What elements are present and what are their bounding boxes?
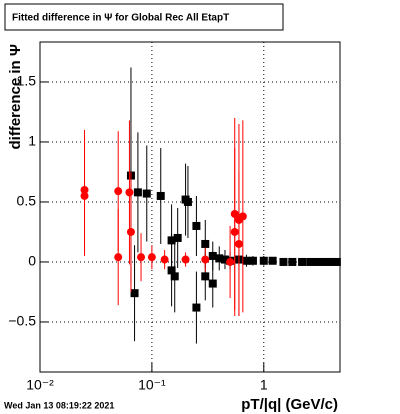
marker: [181, 255, 190, 264]
marker: [220, 255, 229, 264]
marker: [208, 279, 217, 288]
marker: [192, 303, 201, 312]
plot-frame: [39, 41, 341, 373]
marker: [126, 227, 135, 236]
x-tick-label: 10⁻²: [26, 377, 54, 393]
marker: [201, 272, 210, 281]
marker: [133, 188, 142, 197]
x-axis-label: pT/|q| (GeV/c): [241, 396, 338, 413]
marker: [125, 188, 134, 197]
marker: [173, 233, 182, 242]
y-tick-label: 0: [28, 253, 36, 269]
marker: [259, 256, 268, 265]
marker: [192, 221, 201, 230]
marker: [183, 197, 192, 206]
marker: [327, 257, 336, 266]
chart-title: Fitted difference in Ψ for Global Rec Al…: [12, 13, 229, 24]
marker: [114, 187, 123, 196]
marker: [320, 257, 329, 266]
footer: Wed Jan 13 08:19:22 2021: [4, 400, 114, 410]
x-tick-label: 10⁻¹: [138, 377, 166, 393]
marker: [142, 189, 151, 198]
marker: [201, 239, 210, 248]
marker: [332, 257, 341, 266]
marker: [248, 256, 257, 265]
marker: [80, 191, 89, 200]
title-box: [4, 3, 284, 31]
marker: [298, 257, 307, 266]
marker: [208, 251, 217, 260]
x-tick-label: 1: [260, 377, 268, 393]
y-tick-label: 1: [28, 133, 36, 149]
y-tick-label: −0.5: [8, 313, 36, 329]
marker: [279, 257, 288, 266]
marker: [130, 289, 139, 298]
marker: [147, 253, 156, 262]
marker: [114, 253, 123, 262]
marker: [238, 212, 247, 221]
marker: [234, 239, 243, 248]
y-axis-label: difference in Ψ: [7, 44, 24, 150]
marker: [170, 272, 179, 281]
marker: [306, 257, 315, 266]
marker: [167, 266, 176, 275]
y-tick-label: 0.5: [17, 193, 37, 209]
marker: [268, 256, 277, 265]
y-tick-label: 1.5: [17, 73, 37, 89]
marker: [242, 256, 251, 265]
marker: [230, 227, 239, 236]
marker: [215, 254, 224, 263]
marker: [201, 255, 210, 264]
marker: [137, 253, 146, 262]
marker: [226, 257, 235, 266]
marker: [156, 191, 165, 200]
marker: [160, 255, 169, 264]
marker: [313, 257, 322, 266]
marker: [288, 257, 297, 266]
